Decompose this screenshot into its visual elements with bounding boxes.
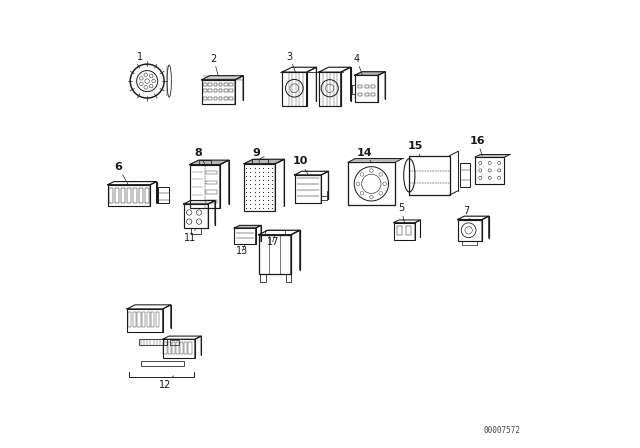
Bar (127, 188, 131, 203)
Text: 8: 8 (195, 148, 205, 164)
Bar (394, 223, 415, 240)
Text: 00007572: 00007572 (484, 426, 521, 435)
Text: 15: 15 (408, 141, 423, 156)
Bar (202, 80, 235, 104)
Bar (406, 226, 410, 235)
Bar (224, 83, 228, 86)
Bar (133, 188, 137, 203)
Bar (285, 274, 291, 282)
Bar (260, 274, 266, 282)
Bar (142, 312, 145, 327)
Bar (229, 90, 233, 92)
Bar (365, 93, 369, 96)
Text: 17: 17 (266, 235, 279, 247)
Bar (184, 342, 188, 354)
Bar (475, 157, 504, 184)
Text: 3: 3 (287, 52, 296, 72)
Bar (371, 85, 375, 88)
Text: 6: 6 (114, 162, 129, 185)
Bar (163, 342, 166, 354)
Bar (128, 312, 131, 327)
Bar (108, 185, 150, 206)
Text: 7: 7 (463, 206, 470, 220)
Bar (294, 175, 321, 202)
Bar (460, 163, 470, 187)
Bar (172, 342, 175, 354)
Text: 5: 5 (398, 203, 404, 223)
Bar (219, 83, 222, 86)
Text: 14: 14 (357, 147, 372, 162)
Bar (214, 90, 217, 92)
Bar (122, 188, 125, 203)
Bar (109, 188, 113, 203)
Bar (229, 83, 233, 86)
Bar (156, 312, 159, 327)
Bar (358, 93, 362, 96)
Bar (355, 75, 378, 102)
Bar (180, 342, 183, 354)
Bar (214, 97, 217, 99)
Bar (145, 188, 148, 203)
Bar (139, 188, 143, 203)
Bar (158, 187, 169, 203)
Bar (282, 72, 307, 106)
Bar (206, 181, 217, 184)
Bar (206, 171, 217, 174)
Bar (365, 85, 369, 88)
Text: 1: 1 (138, 52, 147, 65)
Bar (115, 188, 119, 203)
Bar (209, 97, 212, 99)
Bar (206, 200, 217, 203)
Bar (170, 340, 179, 345)
Bar (141, 361, 184, 366)
Bar (244, 164, 275, 211)
Bar (209, 90, 212, 92)
Bar (410, 155, 449, 195)
Text: 4: 4 (353, 54, 362, 75)
Bar (188, 342, 191, 354)
Bar (189, 164, 220, 208)
Bar (224, 97, 228, 99)
Bar (176, 342, 179, 354)
Text: 2: 2 (211, 54, 218, 76)
Bar (163, 339, 195, 358)
Bar (219, 90, 222, 92)
Text: 9: 9 (252, 147, 260, 162)
Bar (168, 342, 171, 354)
Bar (259, 235, 291, 274)
Bar (458, 220, 482, 241)
Bar (397, 226, 402, 235)
Bar (204, 83, 207, 86)
Bar (224, 90, 228, 92)
Bar (206, 190, 217, 194)
Bar (204, 90, 207, 92)
Bar (319, 72, 340, 106)
Text: 16: 16 (470, 136, 486, 155)
Bar (151, 312, 154, 327)
Bar (265, 230, 285, 235)
Bar (358, 85, 362, 88)
Bar (138, 312, 141, 327)
Text: 11: 11 (184, 228, 196, 243)
Text: 10: 10 (292, 156, 308, 174)
Bar (204, 97, 207, 99)
Bar (132, 312, 136, 327)
Bar (184, 204, 209, 228)
Text: 13: 13 (236, 244, 248, 256)
Bar (139, 339, 167, 345)
Bar (371, 93, 375, 96)
Bar (147, 312, 150, 327)
Bar (229, 97, 233, 99)
Bar (219, 97, 222, 99)
Bar (234, 228, 256, 244)
Bar (252, 159, 268, 164)
Bar (209, 83, 212, 86)
Bar (127, 309, 163, 332)
Text: 12: 12 (159, 376, 173, 390)
Bar (198, 160, 211, 164)
Bar (348, 162, 395, 205)
Bar (214, 83, 217, 86)
